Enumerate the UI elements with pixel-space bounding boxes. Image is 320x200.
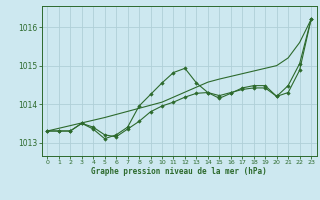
X-axis label: Graphe pression niveau de la mer (hPa): Graphe pression niveau de la mer (hPa) [91, 167, 267, 176]
